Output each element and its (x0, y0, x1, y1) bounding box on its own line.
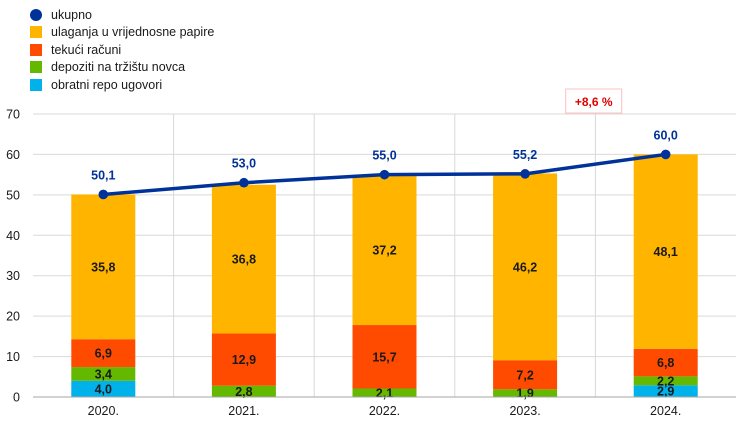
data-label-securities: 46,2 (513, 260, 537, 274)
data-label-securities: 48,1 (654, 245, 678, 259)
total-point (660, 149, 671, 160)
total-point (239, 177, 249, 188)
data-label-deposits: 2,8 (235, 385, 252, 399)
growth-annotation: +8,6 % (565, 88, 623, 114)
legend-item: obratni repo ugovori (30, 76, 214, 94)
data-label-securities: 37,2 (372, 243, 396, 257)
data-label-repo: 4,0 (95, 382, 112, 396)
legend-swatch (30, 61, 42, 74)
total-point (98, 189, 109, 200)
bar-segment-deposits (71, 367, 136, 381)
data-label-repo: 2,9 (657, 385, 674, 399)
bar-segment-deposits (211, 385, 276, 397)
bar-segment-securities (493, 173, 558, 361)
legend-label: ukupno (51, 7, 93, 22)
y-tick-label: 70 (6, 108, 20, 122)
x-tick-label: 2020. (88, 404, 119, 418)
bar-segment-current (633, 348, 698, 377)
bar-segment-repo (71, 380, 136, 397)
x-tick-label: 2022. (369, 404, 400, 418)
total-labels: 50,1 53,0 55,0 55,2 60,0 (91, 128, 678, 182)
total-point (520, 169, 530, 179)
annotation-box (565, 88, 623, 114)
total-label: 53,0 (232, 157, 256, 171)
legend-item: ukupno (30, 6, 214, 24)
total-label: 55,2 (513, 148, 537, 162)
legend-item: ulaganja u vrijednosne papire (30, 24, 214, 42)
bar-segment-current (211, 333, 276, 386)
data-label-deposits: 3,4 (95, 367, 112, 381)
data-label-securities: 35,8 (91, 260, 115, 274)
bar-segment-securities (211, 184, 276, 334)
data-label-current: 15,7 (372, 350, 396, 364)
data-label-current: 12,9 (232, 353, 256, 367)
x-tick-label: 2024. (650, 404, 681, 418)
legend-label: depoziti na tržištu novca (51, 60, 186, 75)
y-axis: 0 10 20 30 40 50 60 70 (6, 108, 20, 405)
total-label: 50,1 (91, 168, 115, 182)
bar-segment-securities (352, 174, 417, 326)
legend-label: obratni repo ugovori (51, 77, 163, 92)
bars (71, 154, 698, 397)
y-tick-label: 30 (6, 269, 20, 283)
data-label-deposits: 1,9 (516, 387, 533, 401)
total-label: 55,0 (372, 149, 396, 163)
segment-labels: 4,03,4 6,9 35,8 2,8 12,9 36,8 2,1 15,7 37,2 1,9 7,… (91, 243, 678, 400)
bar-segment-securities (71, 194, 136, 340)
total-label: 60,0 (654, 128, 678, 142)
total-point (379, 169, 390, 180)
bar-segment-deposits (633, 376, 698, 386)
data-label-current: 6,8 (657, 356, 674, 370)
bar-segment-current (352, 325, 417, 389)
legend-swatch (30, 43, 42, 56)
data-label-current: 7,2 (516, 368, 533, 382)
data-label-deposits: 2,1 (376, 386, 393, 400)
data-label-securities: 36,8 (232, 253, 256, 267)
data-label-current: 6,9 (95, 347, 112, 361)
x-tick-label: 2023. (509, 404, 540, 418)
y-tick-label: 10 (6, 350, 20, 364)
x-axis: 2020. 2021. 2022. 2023. 2024. (88, 404, 682, 418)
data-label-deposits: 2,2 (657, 374, 674, 388)
legend-item: depoziti na tržištu novca (30, 59, 214, 77)
y-tick-label: 50 (6, 188, 20, 202)
total-points (98, 149, 671, 200)
legend-item: tekući računi (30, 41, 214, 59)
legend-marker-dot (30, 8, 42, 21)
y-tick-label: 40 (6, 229, 20, 243)
legend-label: tekući računi (51, 42, 122, 57)
bar-segment-deposits (352, 388, 417, 397)
bar-segment-current (71, 339, 136, 368)
legend: ukupno ulaganja u vrijednosne papire tekuć… (30, 6, 214, 94)
bar-segment-current (493, 360, 558, 390)
y-tick-label: 20 (6, 310, 20, 324)
annotation-text: +8,6 % (575, 95, 613, 109)
x-tick-label: 2021. (228, 404, 259, 418)
bar-segment-securities (633, 154, 698, 349)
bar-segment-deposits (493, 389, 558, 397)
y-tick-label: 0 (13, 391, 20, 405)
legend-swatch (30, 78, 42, 91)
legend-label: ulaganja u vrijednosne papire (51, 25, 215, 40)
legend-swatch (30, 26, 42, 39)
bar-segment-repo (633, 385, 698, 397)
y-tick-label: 60 (6, 148, 20, 162)
